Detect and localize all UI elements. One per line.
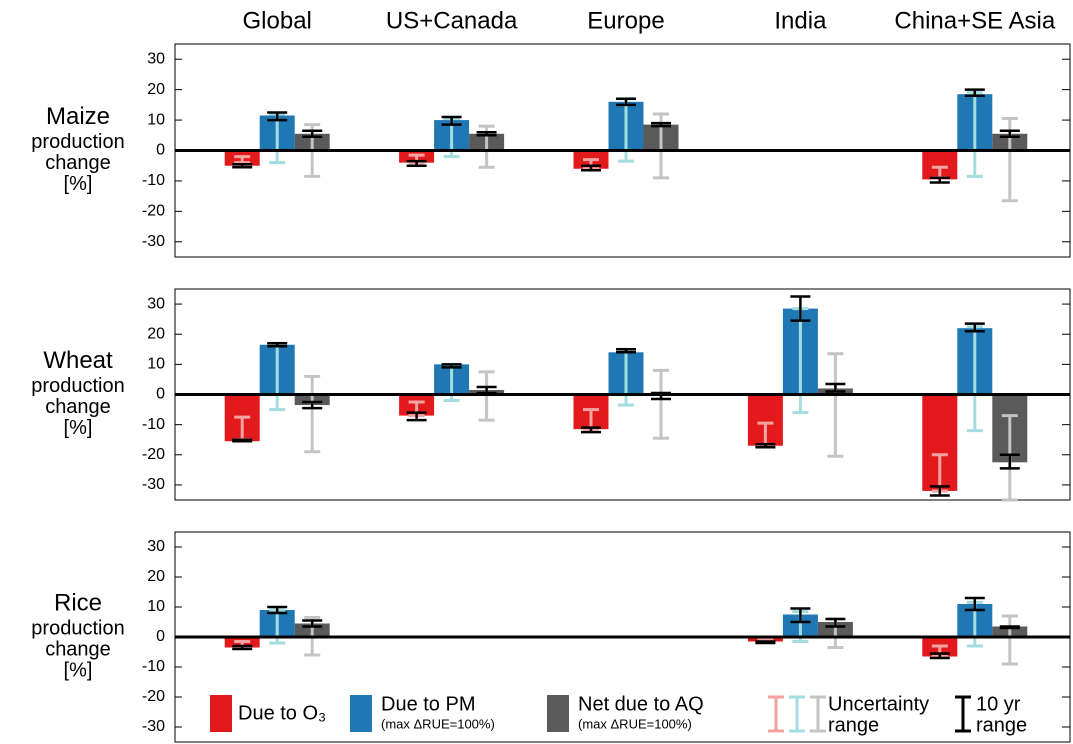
y-axis-label: [%] [64,417,93,439]
y-tick-label: -30 [142,476,165,493]
y-tick-label: -10 [142,172,165,189]
legend-label: range [828,714,879,736]
y-tick-label: 30 [147,538,165,555]
y-tick-label: -30 [142,233,165,250]
legend-label: 10 yr [976,693,1021,715]
column-title: India [774,7,827,34]
legend-label: Due to O₃ [238,702,326,724]
y-tick-label: -10 [142,416,165,433]
column-title: US+Canada [386,7,518,34]
y-tick-label: 30 [147,295,165,312]
y-axis-label: production [31,375,124,397]
y-tick-label: 20 [147,81,165,98]
legend-label: range [976,714,1027,736]
y-tick-label: -20 [142,688,165,705]
y-tick-label: -10 [142,658,165,675]
column-title: China+SE Asia [894,7,1055,34]
column-title: Europe [587,7,664,34]
y-tick-label: 10 [147,356,165,373]
y-axis-label: Rice [54,589,102,616]
y-axis-label: production [31,131,124,153]
legend-label: Net due to AQ [578,693,704,715]
legend-note: (max ΔRUE=100%) [578,716,692,731]
legend-swatch [210,695,232,732]
y-axis-label: Wheat [43,347,113,374]
y-axis-label: [%] [64,173,93,195]
y-tick-label: 10 [147,111,165,128]
y-axis-label: production [31,617,124,639]
y-tick-label: 10 [147,598,165,615]
y-axis-label: Maize [46,103,110,130]
y-axis-label: [%] [64,659,93,681]
y-tick-label: 0 [156,628,165,645]
y-tick-label: -20 [142,203,165,220]
legend-note: (max ΔRUE=100%) [381,716,495,731]
legend-swatch [547,695,569,732]
y-tick-label: 20 [147,325,165,342]
y-tick-label: 0 [156,142,165,159]
legend-label: Due to PM [381,693,475,715]
y-axis-label: change [45,638,111,660]
y-axis-label: change [45,152,111,174]
legend-label: Uncertainty [828,693,929,715]
column-title: Global [243,7,312,34]
y-tick-label: 30 [147,50,165,67]
y-tick-label: 0 [156,386,165,403]
y-axis-label: change [45,396,111,418]
y-tick-label: 20 [147,568,165,585]
y-tick-label: -30 [142,718,165,735]
y-tick-label: -20 [142,446,165,463]
legend-swatch [350,695,372,732]
